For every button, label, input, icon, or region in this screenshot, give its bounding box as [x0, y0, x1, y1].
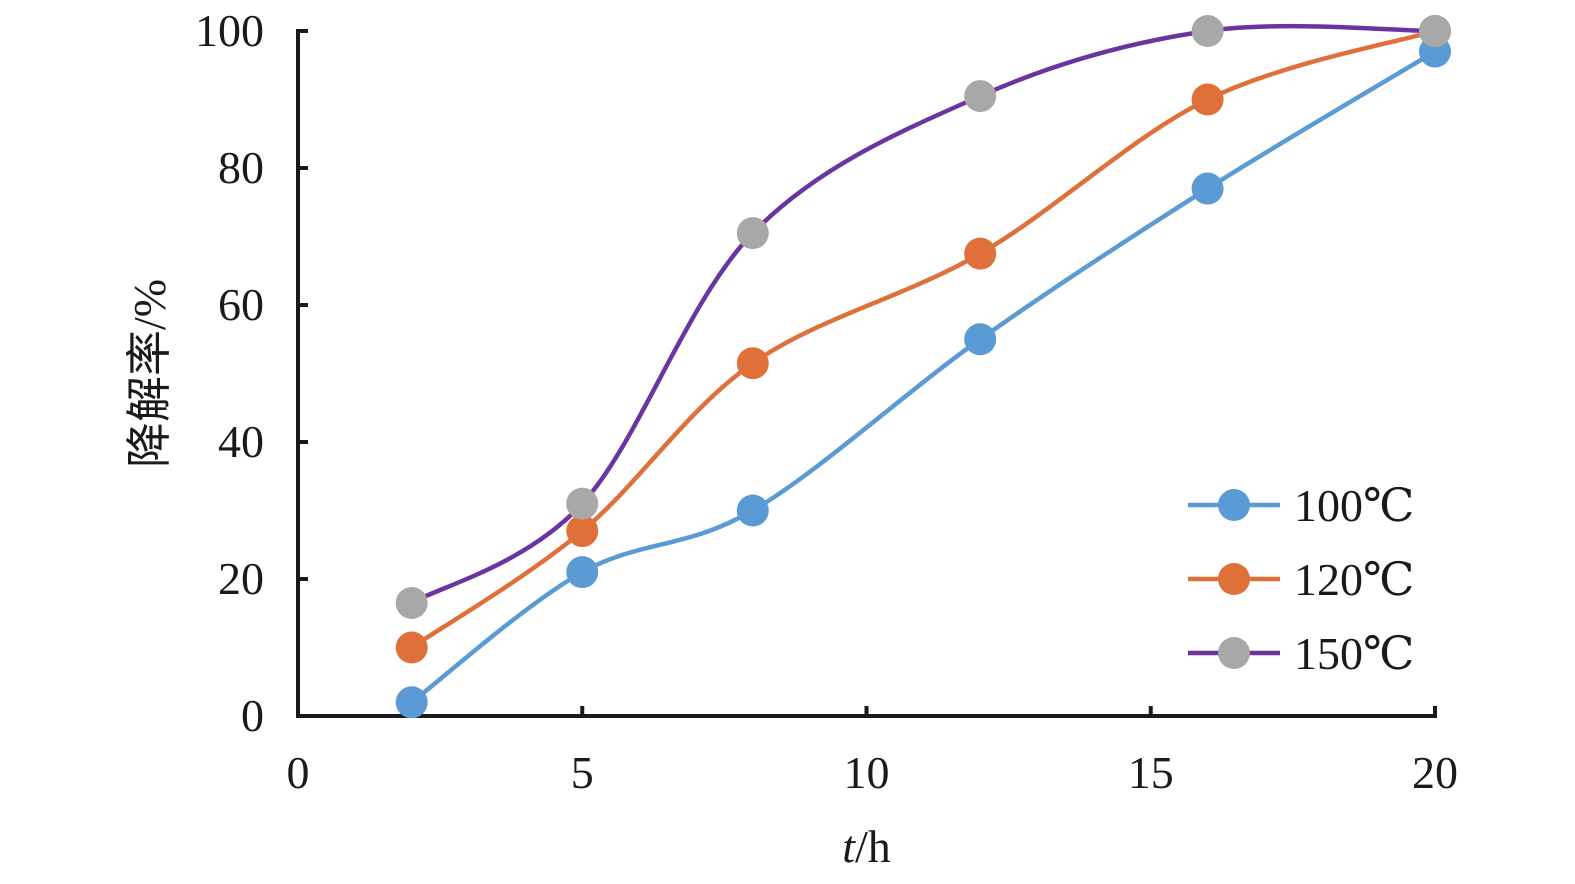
series-markers [395, 15, 1451, 719]
series-line [409, 49, 1438, 705]
x-tick-label: 10 [844, 747, 890, 798]
y-tick-label: 80 [218, 142, 264, 193]
y-tick-label: 0 [241, 690, 264, 741]
axis-ticks: 0 20 40 60 80 100 0 5 10 15 20 [195, 5, 1458, 798]
data-point [736, 494, 769, 527]
legend-item: 100℃ [1188, 480, 1414, 531]
data-point [1191, 172, 1224, 205]
legend-marker-swatch [1218, 637, 1250, 669]
data-point [395, 686, 428, 719]
legend-marker-swatch [1218, 563, 1250, 595]
y-tick-label: 40 [218, 416, 264, 467]
data-point [964, 323, 997, 356]
y-tick-label: 20 [218, 553, 264, 604]
x-tick-label: 0 [287, 747, 310, 798]
series-lines [409, 23, 1438, 705]
legend-label: 120℃ [1294, 554, 1414, 605]
data-point [566, 515, 599, 548]
x-axis-title-variable: t [842, 821, 856, 872]
series-line [409, 23, 1438, 606]
legend-item: 150℃ [1188, 628, 1414, 679]
legend-label: 100℃ [1294, 480, 1414, 531]
x-axis-title-unit: /h [855, 821, 891, 872]
y-tick-label: 100 [195, 5, 264, 56]
legend: 100℃ 120℃ 150℃ [1188, 480, 1414, 679]
y-tick-label: 60 [218, 279, 264, 330]
data-point [964, 237, 997, 270]
data-point [736, 217, 769, 250]
x-tick-label: 20 [1412, 747, 1458, 798]
data-point [566, 556, 599, 589]
legend-item: 120℃ [1188, 554, 1414, 605]
legend-marker-swatch [1218, 489, 1250, 521]
legend-label: 150℃ [1294, 628, 1414, 679]
data-point [566, 487, 599, 520]
data-point [964, 80, 997, 113]
data-point [1191, 15, 1224, 47]
data-point [1191, 83, 1224, 116]
data-point [395, 586, 428, 619]
data-point [736, 347, 769, 380]
x-tick-label: 15 [1128, 747, 1174, 798]
y-axis-title: 降解率/% [124, 279, 175, 468]
data-point [395, 631, 428, 664]
x-tick-label: 5 [571, 747, 594, 798]
x-axis-title: t/h [842, 821, 891, 872]
data-point [1419, 15, 1451, 47]
